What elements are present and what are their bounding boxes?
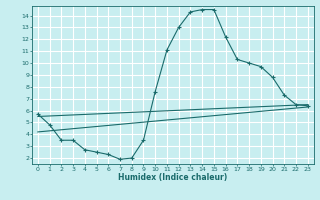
X-axis label: Humidex (Indice chaleur): Humidex (Indice chaleur): [118, 173, 228, 182]
